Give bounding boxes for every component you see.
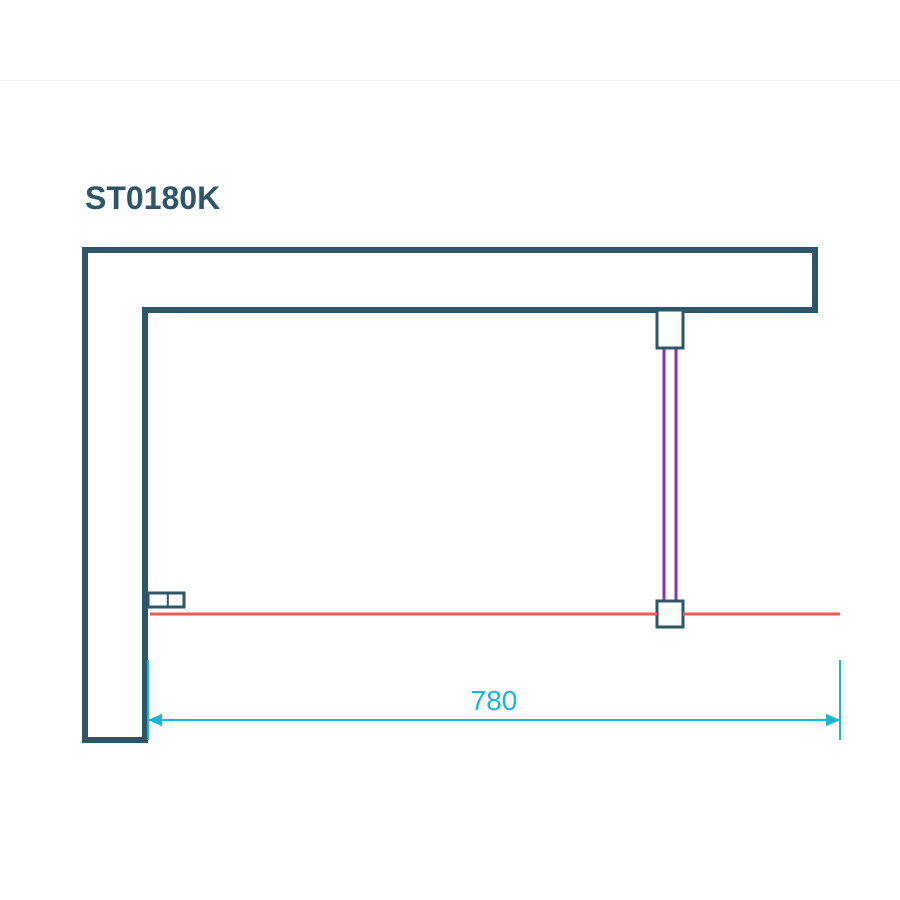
bracket-bottom (657, 601, 683, 627)
page: ST0180K 780 (0, 0, 900, 900)
dim-arrow-right (826, 714, 840, 727)
wall-clip (148, 593, 184, 607)
frame-outline (85, 250, 815, 740)
dim-arrow-left (148, 714, 162, 727)
dimension-780: 780 (148, 660, 840, 740)
dim-label: 780 (471, 685, 518, 716)
bracket-top (657, 310, 683, 348)
technical-diagram: 780 (0, 0, 900, 900)
